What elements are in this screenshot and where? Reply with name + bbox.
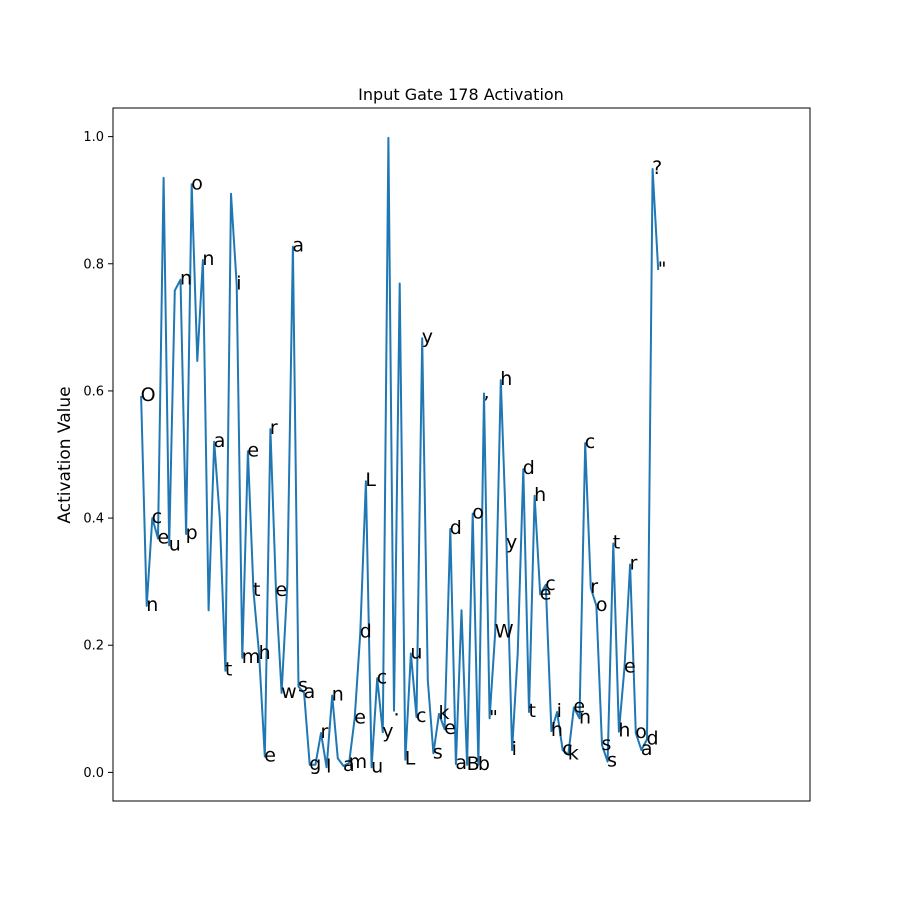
- y-tick-label: 0.6: [83, 384, 104, 399]
- character-label: h: [259, 642, 271, 664]
- character-label: c: [416, 705, 426, 727]
- character-label: h: [551, 719, 563, 741]
- character-label: e: [354, 706, 366, 728]
- character-label: a: [343, 754, 355, 776]
- character-label: m: [349, 751, 368, 773]
- character-label: c: [545, 573, 555, 595]
- character-label: u: [169, 533, 181, 555]
- character-label: i: [557, 700, 562, 722]
- y-tick-label: 0.4: [83, 512, 104, 527]
- character-label: d: [647, 727, 659, 749]
- character-label: r: [590, 576, 598, 598]
- character-label: a: [304, 681, 316, 703]
- character-label: L: [365, 469, 376, 491]
- y-axis-ticks: 0.0 0.2 0.4 0.6 0.8 1.0: [83, 130, 113, 781]
- character-label: o: [191, 172, 203, 194]
- character-label: i: [512, 738, 517, 760]
- character-label: e: [444, 717, 456, 739]
- character-label: ?: [652, 157, 662, 179]
- character-label: e: [264, 745, 276, 767]
- y-axis-label: Activation Value: [55, 386, 75, 523]
- character-label: s: [433, 741, 443, 763]
- character-label: e: [573, 696, 585, 718]
- character-label: k: [439, 702, 450, 724]
- character-label: y: [382, 720, 393, 742]
- character-label: i: [236, 273, 241, 295]
- character-label: h: [618, 720, 630, 742]
- character-label: n: [146, 594, 158, 616]
- character-label: c: [585, 431, 595, 453]
- character-label: t: [529, 700, 536, 722]
- character-label: o: [472, 502, 484, 524]
- character-label: W: [495, 621, 514, 643]
- y-tick-label: 0.0: [83, 766, 104, 781]
- character-label: n: [332, 684, 344, 706]
- character-label: d: [360, 621, 372, 643]
- character-label: h: [534, 484, 546, 506]
- character-label: e: [158, 526, 170, 548]
- character-label: n: [180, 268, 192, 290]
- character-label: e: [247, 439, 259, 461]
- character-label: w: [281, 681, 297, 703]
- plot-area-frame: [112, 107, 811, 802]
- activation-series-line: [140, 136, 660, 769]
- character-label: B: [467, 753, 480, 775]
- character-label: h: [500, 368, 512, 390]
- character-label: O: [141, 384, 156, 406]
- character-label: c: [377, 666, 387, 688]
- character-label: l: [326, 755, 331, 777]
- character-label: L: [405, 748, 416, 770]
- character-label: o: [596, 594, 608, 616]
- character-label: s: [298, 675, 308, 697]
- character-label: r: [630, 553, 638, 575]
- character-label: s: [607, 750, 617, 772]
- character-label: c: [562, 738, 572, 760]
- character-label: a: [455, 752, 467, 774]
- y-tick-label: 0.2: [83, 639, 104, 654]
- character-label: .: [394, 699, 400, 721]
- character-label: k: [568, 743, 579, 765]
- y-tick-label: 0.8: [83, 257, 104, 272]
- character-label: r: [270, 417, 278, 439]
- character-label: n: [579, 706, 591, 728]
- character-label: n: [202, 248, 214, 270]
- character-label: t: [253, 579, 260, 601]
- character-label: a: [292, 235, 304, 257]
- character-label: t: [225, 659, 232, 681]
- character-label: b: [478, 753, 490, 775]
- character-label: ": [658, 258, 667, 280]
- character-label: o: [635, 721, 647, 743]
- character-label: y: [506, 532, 517, 554]
- character-label: ,: [484, 382, 490, 404]
- character-label: e: [276, 579, 288, 601]
- character-label: d: [450, 517, 462, 539]
- y-tick-label: 1.0: [83, 130, 104, 145]
- character-label: a: [641, 738, 653, 760]
- character-label: m: [242, 646, 261, 668]
- character-label: u: [410, 642, 422, 664]
- character-label: e: [624, 656, 636, 678]
- character-label: s: [602, 733, 612, 755]
- character-label: a: [214, 430, 226, 452]
- character-label: r: [321, 721, 329, 743]
- character-label: p: [186, 522, 198, 544]
- character-label: ": [489, 706, 498, 728]
- character-label: g: [309, 753, 321, 775]
- chart-title: Input Gate 178 Activation: [358, 85, 564, 104]
- character-label: d: [523, 457, 535, 479]
- character-label: e: [540, 582, 552, 604]
- character-label: t: [613, 532, 620, 554]
- character-label: c: [152, 506, 162, 528]
- character-label: u: [371, 755, 383, 777]
- character-label: y: [422, 326, 433, 348]
